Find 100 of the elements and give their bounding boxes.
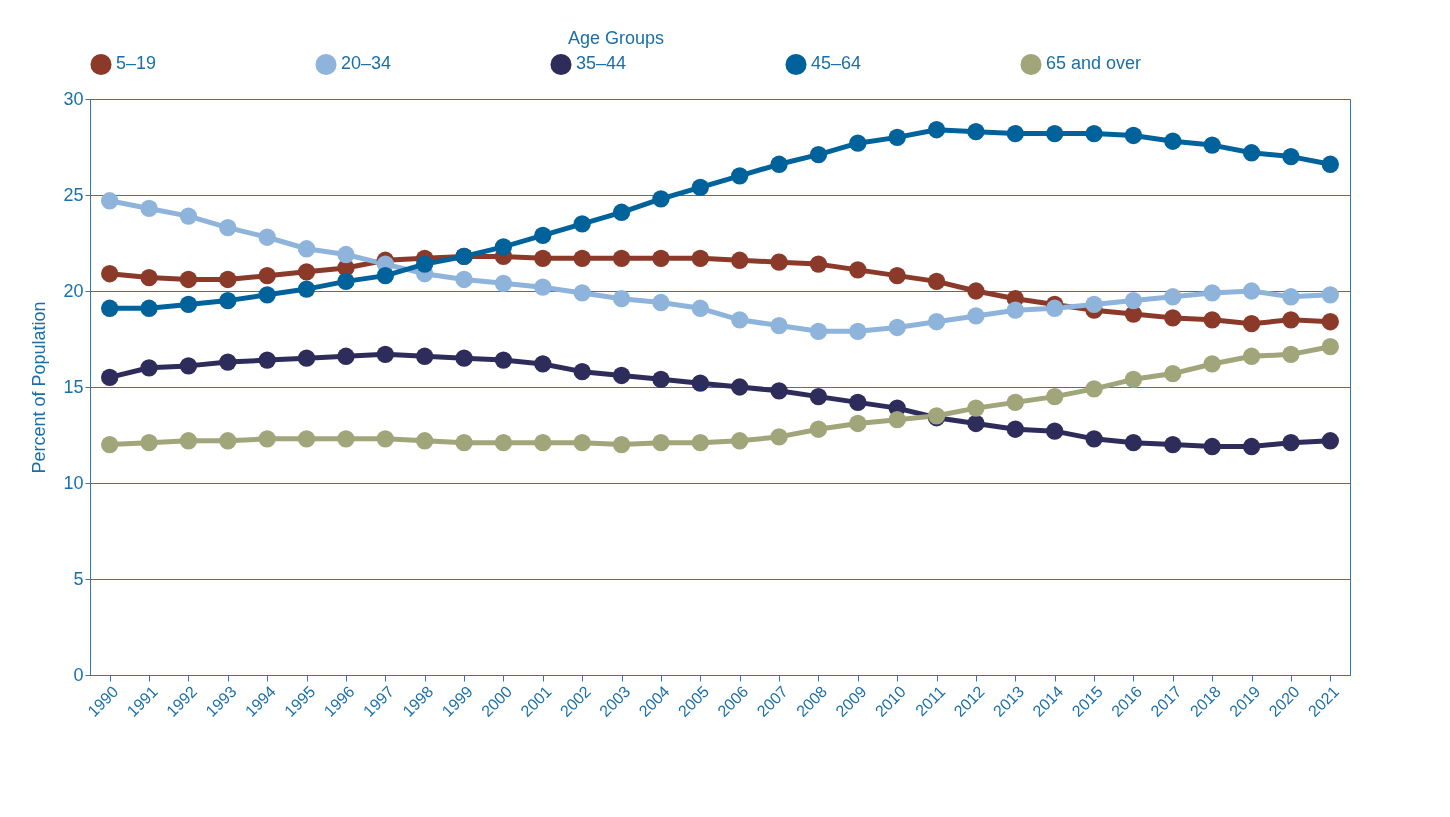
point bbox=[297, 349, 316, 367]
point bbox=[888, 318, 906, 337]
point bbox=[101, 368, 119, 387]
point bbox=[534, 278, 552, 296]
y-tick-label: 25 bbox=[63, 184, 84, 205]
point bbox=[967, 123, 985, 141]
point bbox=[652, 434, 670, 452]
point bbox=[337, 245, 355, 264]
legend-label: 65 and over bbox=[1046, 53, 1142, 74]
point bbox=[967, 282, 985, 300]
point bbox=[455, 270, 473, 289]
point bbox=[573, 215, 591, 233]
point bbox=[455, 349, 473, 367]
point bbox=[494, 434, 513, 452]
point bbox=[1321, 155, 1339, 173]
point bbox=[1203, 284, 1221, 302]
point bbox=[1282, 288, 1300, 306]
point bbox=[297, 280, 316, 298]
point bbox=[927, 272, 946, 291]
point bbox=[219, 353, 237, 371]
point bbox=[534, 249, 552, 267]
point bbox=[337, 430, 355, 448]
point bbox=[770, 253, 788, 271]
point bbox=[337, 272, 355, 291]
point bbox=[691, 374, 709, 392]
point bbox=[179, 207, 198, 225]
point bbox=[258, 286, 276, 304]
y-tick-label: 10 bbox=[63, 472, 84, 493]
point bbox=[849, 261, 867, 279]
point bbox=[1282, 434, 1300, 452]
point bbox=[849, 414, 867, 433]
point bbox=[1046, 124, 1064, 143]
point bbox=[179, 432, 198, 450]
point bbox=[1046, 422, 1064, 440]
point bbox=[652, 249, 670, 267]
point bbox=[494, 238, 513, 256]
point bbox=[1282, 311, 1300, 329]
y-tick-label: 30 bbox=[63, 88, 84, 109]
point bbox=[534, 226, 552, 244]
point bbox=[1085, 380, 1103, 398]
point bbox=[849, 393, 867, 411]
point bbox=[1242, 315, 1261, 333]
point bbox=[219, 270, 237, 289]
point bbox=[494, 351, 513, 369]
point bbox=[1203, 311, 1221, 329]
point bbox=[691, 434, 709, 452]
point bbox=[101, 435, 119, 454]
point bbox=[927, 313, 946, 331]
point bbox=[1124, 370, 1143, 388]
point bbox=[376, 267, 394, 285]
y-tick-label: 15 bbox=[63, 376, 84, 397]
point bbox=[967, 399, 985, 417]
legend-label: 20–34 bbox=[341, 53, 392, 74]
point bbox=[140, 434, 158, 452]
point bbox=[1164, 435, 1182, 454]
point bbox=[809, 322, 828, 340]
point bbox=[1164, 309, 1182, 327]
point bbox=[612, 435, 631, 454]
point bbox=[1282, 345, 1300, 363]
point bbox=[1321, 286, 1339, 304]
point bbox=[1124, 291, 1143, 310]
point bbox=[731, 167, 749, 185]
point bbox=[731, 432, 749, 450]
point bbox=[140, 268, 158, 287]
legend-label: 45–64 bbox=[811, 53, 862, 74]
point bbox=[1006, 124, 1024, 143]
point bbox=[1085, 430, 1103, 448]
point bbox=[534, 434, 552, 452]
point bbox=[140, 359, 158, 377]
point bbox=[1321, 338, 1339, 356]
point bbox=[1124, 126, 1143, 145]
point bbox=[101, 265, 119, 283]
point bbox=[258, 430, 276, 448]
point bbox=[1006, 393, 1024, 411]
point bbox=[573, 284, 591, 302]
point bbox=[179, 357, 198, 375]
point bbox=[1321, 432, 1339, 450]
point bbox=[809, 387, 828, 406]
point bbox=[416, 432, 434, 450]
point bbox=[573, 434, 591, 452]
point bbox=[1242, 282, 1261, 300]
point bbox=[691, 249, 709, 267]
point bbox=[770, 382, 788, 400]
point bbox=[1203, 437, 1221, 456]
point bbox=[416, 255, 434, 273]
point bbox=[731, 251, 749, 269]
point bbox=[376, 345, 394, 363]
point bbox=[101, 192, 119, 210]
point bbox=[140, 299, 158, 317]
point bbox=[219, 219, 237, 237]
point bbox=[1203, 355, 1221, 373]
point bbox=[494, 274, 513, 292]
point bbox=[416, 347, 434, 365]
point bbox=[849, 322, 867, 340]
point bbox=[573, 249, 591, 267]
point bbox=[573, 363, 591, 381]
point bbox=[652, 370, 670, 388]
point bbox=[1046, 299, 1064, 317]
point bbox=[652, 293, 670, 312]
point bbox=[809, 255, 828, 273]
